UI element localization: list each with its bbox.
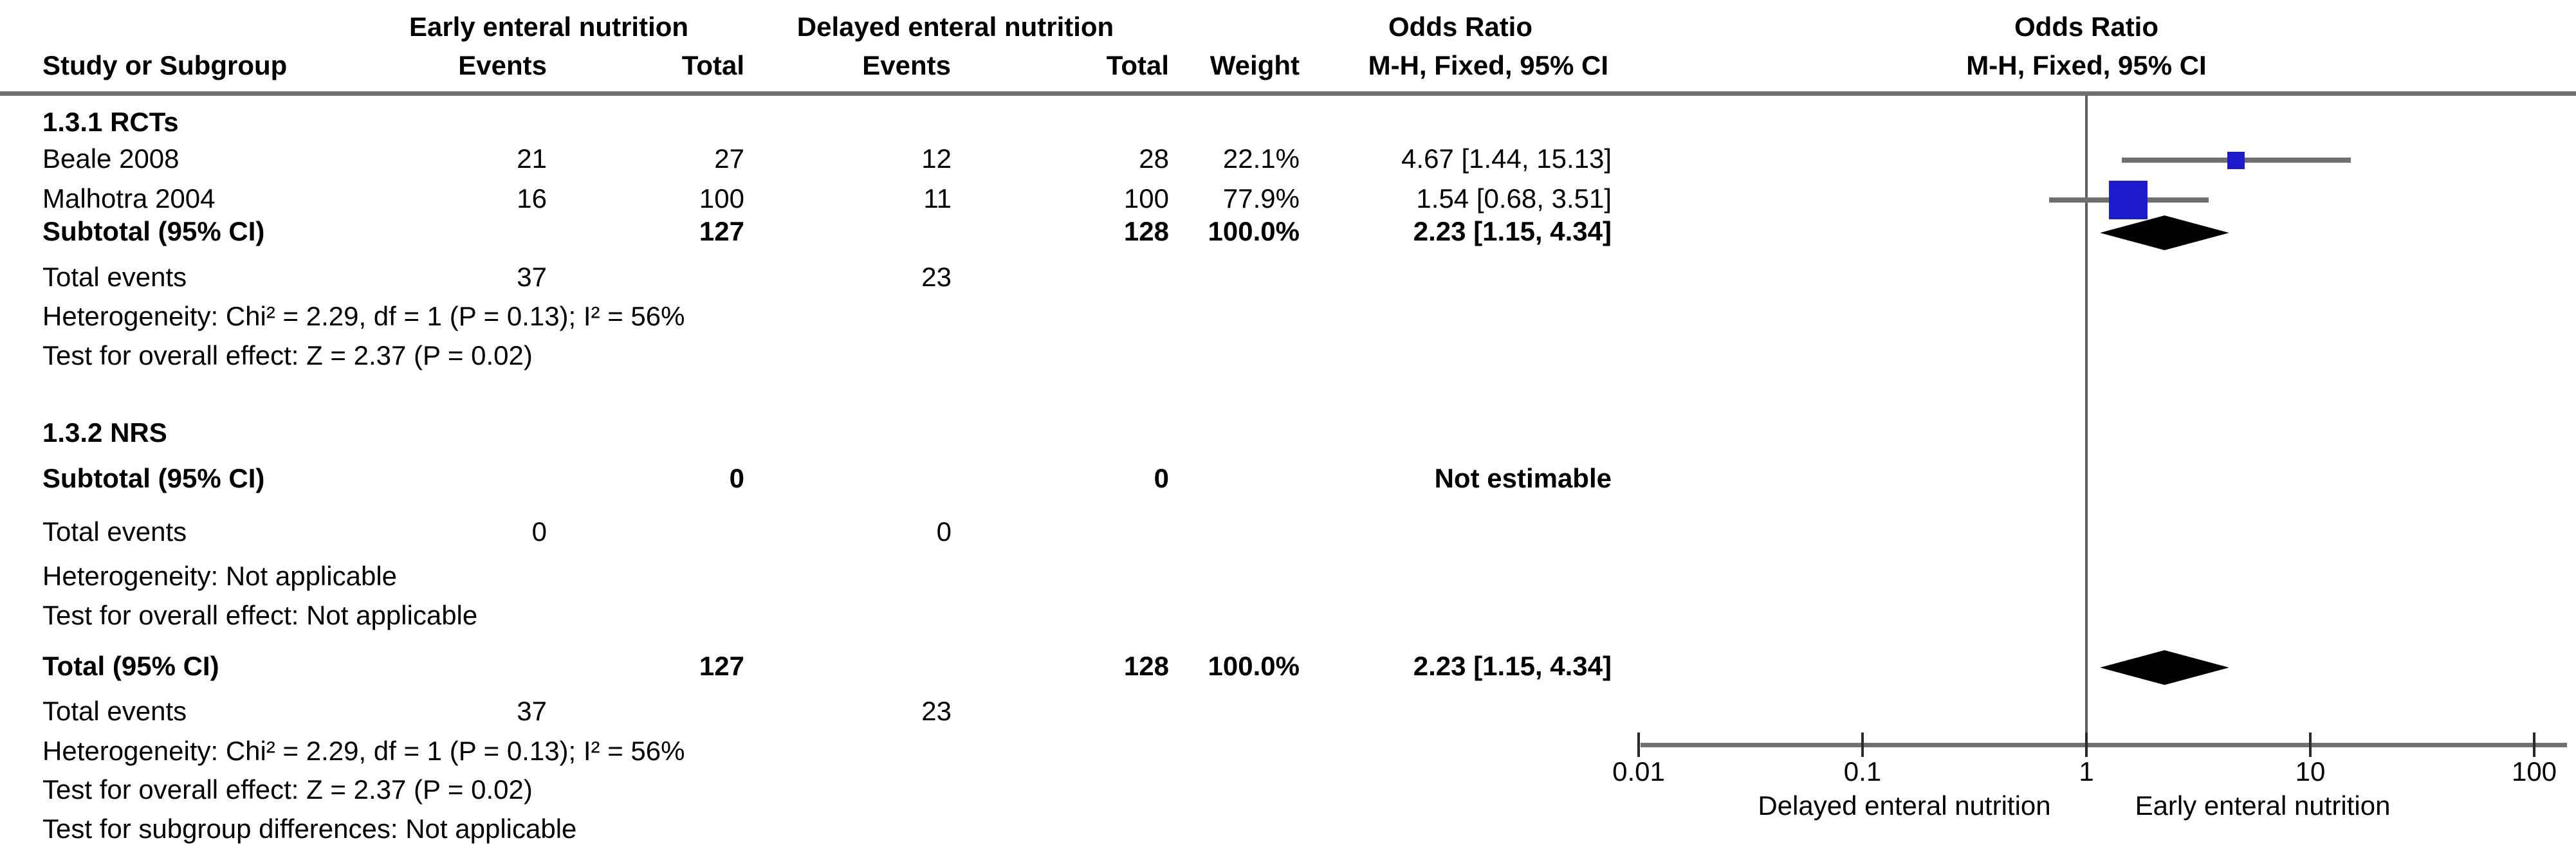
col-header-events-early: Events	[458, 50, 547, 80]
row-label-overall-effect-nrs: Test for overall effect: Not applicable	[42, 600, 478, 630]
cell-e1-malhotra-2004: 16	[517, 183, 547, 214]
cell-w-total: 100.0%	[1208, 651, 1300, 681]
x-axis-tick-label-1: 1	[2079, 756, 2094, 787]
point-estimate-beale-2008	[2227, 151, 2245, 169]
row-label-grp-rcts: 1.3.1 RCTs	[42, 107, 179, 137]
favours-right-label: Early enteral nutrition	[2135, 790, 2391, 821]
cell-e1-total-events-rcts: 37	[517, 262, 547, 292]
row-label-total: Total (95% CI)	[42, 651, 219, 681]
cell-or-subtotal-nrs: Not estimable	[1434, 463, 1612, 493]
row-label-heterogeneity-rcts: Heterogeneity: Chi² = 2.29, df = 1 (P = …	[42, 301, 685, 331]
col-header-total-delayed: Total	[1106, 50, 1169, 80]
cell-e1-total-events-nrs: 0	[531, 516, 547, 547]
cell-t2-beale-2008: 28	[1139, 143, 1169, 174]
cell-e1-total-events-all: 37	[517, 696, 547, 726]
cell-w-malhotra-2004: 77.9%	[1222, 183, 1300, 214]
null-effect-line	[2085, 96, 2088, 745]
x-axis-tick-1	[2085, 733, 2088, 757]
cell-t2-total: 128	[1123, 651, 1169, 681]
col-header-early-group: Early enteral nutrition	[409, 12, 689, 42]
col-header-mh-ci: M-H, Fixed, 95% CI	[1368, 50, 1608, 80]
cell-e1-beale-2008: 21	[517, 143, 547, 174]
cell-e2-beale-2008: 12	[921, 143, 952, 174]
col-header-events-delayed: Events	[862, 50, 951, 80]
cell-w-subtotal-rcts: 100.0%	[1208, 216, 1300, 246]
row-label-malhotra-2004: Malhotra 2004	[42, 183, 216, 214]
x-axis-tick-label-100: 100	[2511, 756, 2557, 787]
row-label-subtotal-nrs: Subtotal (95% CI)	[42, 463, 265, 493]
point-estimate-malhotra-2004	[2109, 181, 2148, 219]
cell-e2-total-events-nrs: 0	[936, 516, 952, 547]
row-label-overall-effect-all: Test for overall effect: Z = 2.37 (P = 0…	[42, 774, 533, 805]
row-label-total-events-rcts: Total events	[42, 262, 187, 292]
x-axis-tick-label-10: 10	[2295, 756, 2326, 787]
col-header-delayed-group: Delayed enteral nutrition	[796, 12, 1114, 42]
cell-or-total: 2.23 [1.15, 4.34]	[1413, 651, 1612, 681]
cell-or-subtotal-rcts: 2.23 [1.15, 4.34]	[1413, 216, 1612, 246]
cell-or-malhotra-2004: 1.54 [0.68, 3.51]	[1416, 183, 1612, 214]
cell-t1-total: 127	[699, 651, 744, 681]
cell-e2-total-events-rcts: 23	[921, 262, 952, 292]
diamond-total	[2100, 650, 2229, 685]
cell-t1-subtotal-nrs: 0	[729, 463, 744, 493]
row-label-heterogeneity-nrs: Heterogeneity: Not applicable	[42, 561, 398, 591]
row-label-grp-nrs: 1.3.2 NRS	[42, 417, 167, 448]
row-label-overall-effect-rcts: Test for overall effect: Z = 2.37 (P = 0…	[42, 340, 533, 370]
header-separator-line	[0, 91, 2576, 96]
cell-e2-malhotra-2004: 11	[923, 183, 952, 214]
favours-left-label: Delayed enteral nutrition	[1758, 790, 2051, 821]
x-axis-tick-0.1	[1861, 733, 1864, 757]
plot-header-odds-ratio: Odds Ratio	[2014, 12, 2159, 42]
col-header-odds-ratio: Odds Ratio	[1388, 12, 1533, 42]
cell-t2-malhotra-2004: 100	[1123, 183, 1169, 214]
x-axis-tick-10	[2309, 733, 2312, 757]
cell-t1-malhotra-2004: 100	[699, 183, 744, 214]
plot-header-mh-ci: M-H, Fixed, 95% CI	[1966, 50, 2207, 80]
row-label-subgroup-diff: Test for subgroup differences: Not appli…	[42, 814, 577, 844]
x-axis-tick-label-0.01: 0.01	[1612, 756, 1665, 787]
col-header-total-early: Total	[681, 50, 744, 80]
x-axis-line	[1641, 743, 2567, 747]
x-axis-tick-0.01	[1637, 733, 1640, 757]
cell-w-beale-2008: 22.1%	[1222, 143, 1300, 174]
row-label-heterogeneity-all: Heterogeneity: Chi² = 2.29, df = 1 (P = …	[42, 736, 685, 766]
row-label-subtotal-rcts: Subtotal (95% CI)	[42, 216, 265, 246]
row-label-total-events-nrs: Total events	[42, 516, 187, 547]
cell-or-beale-2008: 4.67 [1.44, 15.13]	[1401, 143, 1612, 174]
x-axis-tick-100	[2533, 733, 2535, 757]
row-label-beale-2008: Beale 2008	[42, 143, 179, 174]
cell-e2-total-events-all: 23	[921, 696, 952, 726]
cell-t2-subtotal-rcts: 128	[1123, 216, 1169, 246]
x-axis-tick-label-0.1: 0.1	[1843, 756, 1882, 787]
col-header-study: Study or Subgroup	[42, 50, 288, 80]
cell-t2-subtotal-nrs: 0	[1154, 463, 1169, 493]
col-header-weight: Weight	[1210, 50, 1300, 80]
cell-t1-subtotal-rcts: 127	[699, 216, 744, 246]
diamond-subtotal-rcts	[2100, 215, 2229, 250]
cell-t1-beale-2008: 27	[714, 143, 744, 174]
row-label-total-events-all: Total events	[42, 696, 187, 726]
